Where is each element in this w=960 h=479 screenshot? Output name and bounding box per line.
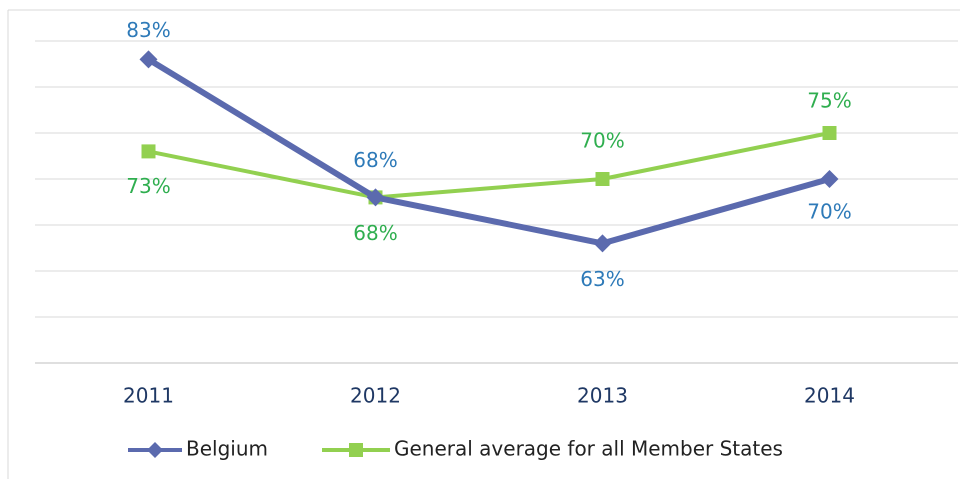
data-label: 73%: [126, 174, 170, 198]
x-tick-label: 2012: [350, 384, 401, 408]
marker: [366, 188, 385, 207]
series-line: [148, 131, 830, 200]
legend-marker: [349, 443, 363, 457]
data-label: 75%: [807, 89, 851, 113]
marker: [139, 50, 158, 69]
x-tick-label: 2013: [577, 384, 628, 408]
data-label: 70%: [807, 200, 851, 224]
legend-label: Belgium: [186, 437, 268, 461]
marker: [593, 234, 612, 253]
marker: [595, 172, 610, 186]
series-line: [146, 56, 831, 247]
x-tick-label: 2014: [804, 384, 855, 408]
data-label: 83%: [126, 18, 170, 42]
legend-marker: [147, 442, 163, 458]
legend-label: General average for all Member States: [394, 437, 783, 461]
marker: [822, 126, 837, 140]
data-label: 63%: [580, 267, 624, 291]
data-label: 68%: [353, 148, 397, 172]
x-tick-label: 2011: [123, 384, 174, 408]
marker: [820, 170, 839, 188]
data-label: 70%: [580, 129, 624, 153]
data-label: 68%: [353, 221, 397, 245]
marker: [141, 144, 156, 159]
